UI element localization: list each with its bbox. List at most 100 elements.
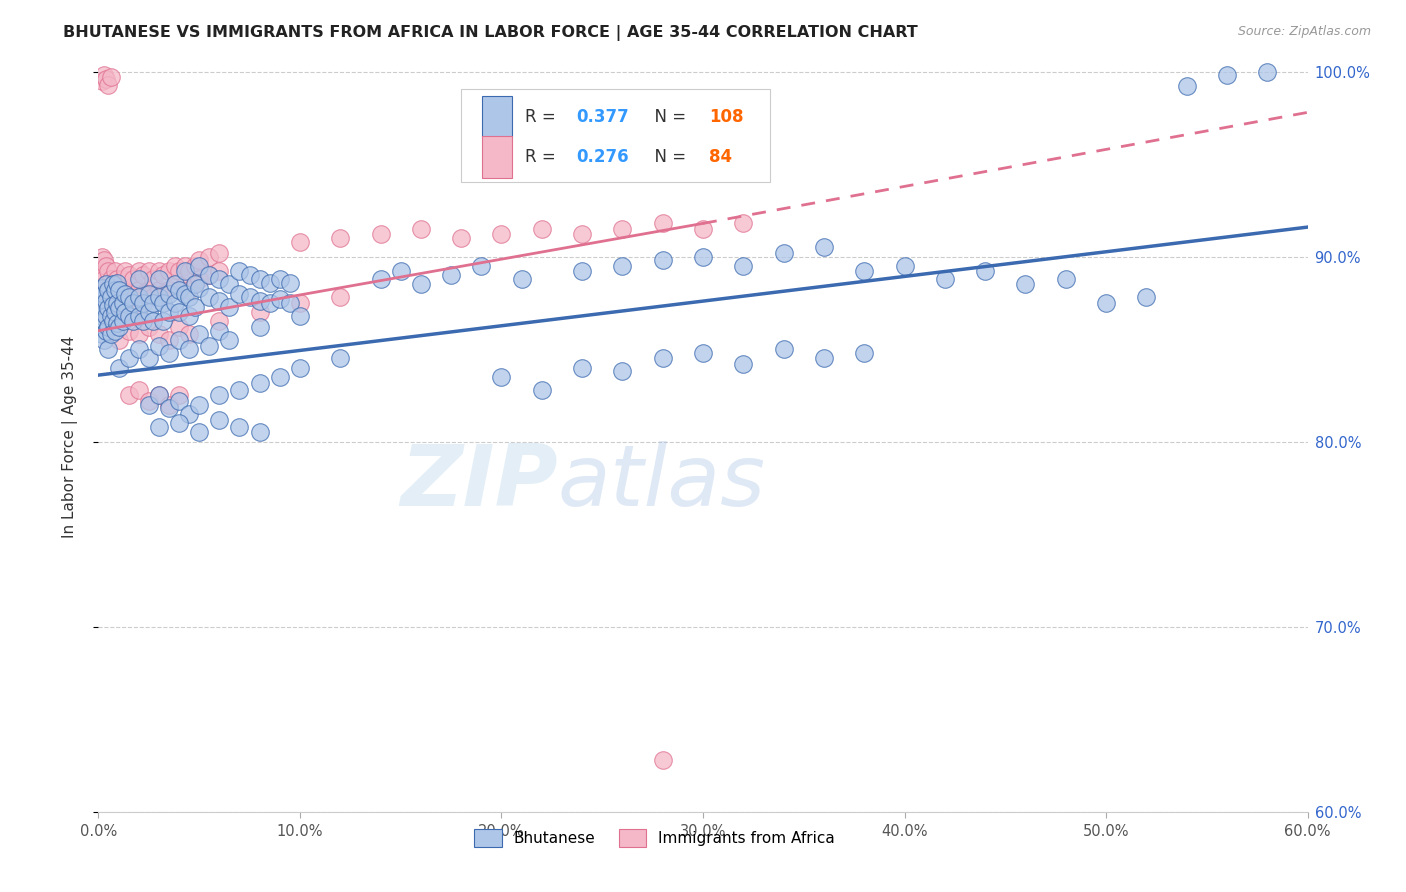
Point bbox=[228, 420, 250, 434]
Point bbox=[167, 388, 190, 402]
Point bbox=[97, 320, 120, 334]
Point bbox=[100, 327, 122, 342]
Point bbox=[111, 272, 134, 286]
Point bbox=[370, 227, 392, 242]
Point bbox=[114, 283, 136, 297]
Point bbox=[288, 296, 311, 310]
Point bbox=[96, 324, 118, 338]
Point bbox=[138, 305, 160, 319]
Point bbox=[530, 383, 553, 397]
Point bbox=[148, 420, 170, 434]
Point bbox=[813, 351, 835, 366]
Point bbox=[228, 264, 250, 278]
Point bbox=[148, 338, 170, 352]
Point bbox=[138, 286, 160, 301]
Point bbox=[138, 394, 160, 409]
Point bbox=[239, 290, 262, 304]
Point bbox=[128, 272, 150, 286]
Point bbox=[138, 264, 160, 278]
Point bbox=[142, 296, 165, 310]
Point bbox=[853, 346, 876, 360]
Point bbox=[111, 296, 134, 310]
Point bbox=[97, 283, 120, 297]
Point bbox=[97, 342, 120, 356]
Point bbox=[148, 388, 170, 402]
Point bbox=[288, 309, 311, 323]
Point bbox=[103, 264, 125, 278]
Point bbox=[167, 320, 190, 334]
Point bbox=[179, 342, 201, 356]
Point bbox=[103, 305, 125, 319]
Point bbox=[571, 227, 593, 242]
Point bbox=[138, 398, 160, 412]
Point bbox=[470, 259, 492, 273]
Point bbox=[107, 320, 129, 334]
Text: BHUTANESE VS IMMIGRANTS FROM AFRICA IN LABOR FORCE | AGE 35-44 CORRELATION CHART: BHUTANESE VS IMMIGRANTS FROM AFRICA IN L… bbox=[63, 25, 918, 41]
Point bbox=[97, 264, 120, 278]
Point bbox=[174, 277, 197, 292]
Text: ZIP: ZIP bbox=[401, 441, 558, 524]
Point bbox=[93, 301, 115, 316]
Point bbox=[148, 272, 170, 286]
Text: 0.377: 0.377 bbox=[576, 108, 628, 126]
Point bbox=[278, 276, 301, 290]
Point bbox=[93, 290, 115, 304]
Point bbox=[91, 264, 114, 278]
Point bbox=[132, 268, 155, 283]
Point bbox=[329, 351, 352, 366]
Text: N =: N = bbox=[644, 108, 692, 126]
Text: 108: 108 bbox=[709, 108, 744, 126]
Point bbox=[107, 283, 129, 297]
Point bbox=[111, 290, 134, 304]
Text: N =: N = bbox=[644, 148, 692, 166]
Point bbox=[152, 268, 174, 283]
Point bbox=[167, 416, 190, 430]
Point bbox=[198, 268, 221, 283]
Point bbox=[651, 753, 673, 767]
Point bbox=[269, 370, 291, 384]
Point bbox=[188, 253, 211, 268]
Point bbox=[118, 351, 141, 366]
Point bbox=[571, 264, 593, 278]
Point bbox=[93, 272, 115, 286]
Point bbox=[249, 425, 271, 440]
Point bbox=[571, 360, 593, 375]
Point bbox=[128, 383, 150, 397]
Point bbox=[107, 360, 129, 375]
Point bbox=[249, 320, 271, 334]
Point bbox=[450, 231, 472, 245]
Point bbox=[118, 290, 141, 304]
Point bbox=[389, 264, 412, 278]
Point bbox=[91, 250, 114, 264]
Point bbox=[179, 309, 201, 323]
Point bbox=[934, 272, 956, 286]
Point bbox=[163, 277, 186, 292]
Point bbox=[114, 264, 136, 278]
Point bbox=[249, 376, 271, 390]
Point bbox=[101, 296, 124, 310]
Point bbox=[163, 296, 186, 310]
Bar bbox=[482, 96, 512, 137]
Point bbox=[249, 294, 271, 309]
Point bbox=[167, 283, 190, 297]
Point bbox=[152, 314, 174, 328]
Point bbox=[651, 351, 673, 366]
Y-axis label: In Labor Force | Age 35-44: In Labor Force | Age 35-44 bbox=[62, 336, 77, 538]
Point bbox=[101, 277, 124, 292]
Point bbox=[1095, 296, 1118, 310]
Point bbox=[97, 301, 120, 316]
Point bbox=[491, 370, 513, 384]
Point bbox=[329, 231, 352, 245]
Point bbox=[105, 296, 128, 310]
Point bbox=[218, 333, 240, 347]
Point bbox=[128, 327, 150, 342]
Point bbox=[114, 305, 136, 319]
Point bbox=[132, 314, 155, 328]
Point bbox=[1135, 290, 1157, 304]
Point bbox=[167, 283, 190, 297]
Point bbox=[491, 227, 513, 242]
Point bbox=[1175, 79, 1198, 94]
Point bbox=[148, 264, 170, 278]
Point bbox=[651, 216, 673, 230]
Point bbox=[188, 327, 211, 342]
